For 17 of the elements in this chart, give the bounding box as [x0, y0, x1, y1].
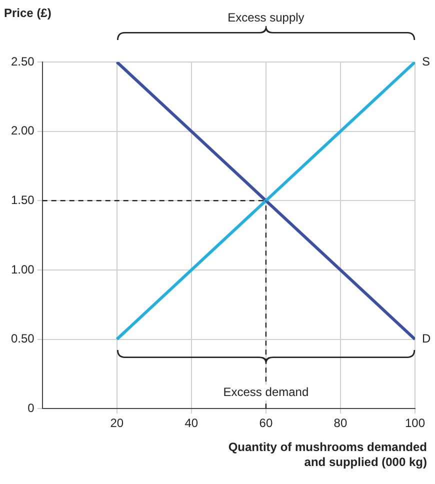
x-axis-title: Quantity of mushrooms demanded and supplied (000 kg)	[227, 440, 427, 470]
y-tick-label: 0.50	[10, 332, 35, 346]
y-tick-label: 1.00	[10, 262, 35, 276]
y-tick-label: 2.50	[10, 54, 35, 68]
text: Excess supply	[228, 10, 304, 24]
series-label: D	[422, 332, 431, 346]
y-tick-label: 1.50	[10, 192, 35, 207]
series-label: S	[422, 54, 430, 68]
y-tick-label: 2.00	[10, 124, 35, 138]
x-tick-label: 20	[110, 416, 124, 430]
y-tick-label: 0	[28, 400, 35, 415]
x-tick-label: 60	[259, 416, 273, 430]
x-tick-label: 40	[184, 416, 198, 430]
y-axis-title: Price (£)	[4, 6, 52, 20]
x-tick-label: 100	[404, 416, 426, 430]
annotation: Excess demand	[223, 384, 309, 399]
x-tick-label: 80	[334, 416, 348, 430]
